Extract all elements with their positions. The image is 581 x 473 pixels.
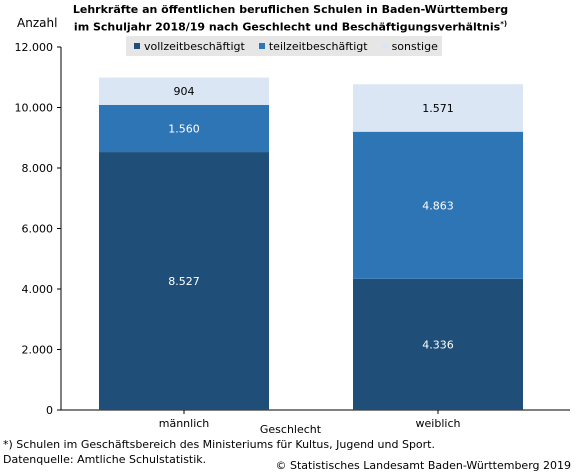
bar-segment	[99, 77, 269, 105]
y-tick-label: 12.000	[15, 41, 54, 54]
chart-title: Lehrkräfte an öffentlichen beruflichen S…	[0, 3, 581, 35]
bar-segment	[353, 131, 523, 279]
data-label: 1.571	[422, 102, 454, 115]
bar-segment	[99, 152, 269, 411]
title-line-2-text: im Schuljahr 2018/19 nach Geschlecht und…	[73, 20, 501, 34]
title-line-2: im Schuljahr 2018/19 nach Geschlecht und…	[0, 17, 581, 35]
copyright: © Statistisches Landesamt Baden-Württemb…	[275, 459, 571, 472]
x-tick-label: weiblich	[416, 417, 461, 430]
bar-segment	[353, 84, 523, 132]
y-tick-label: 4.000	[22, 283, 54, 296]
y-axis-unit: Anzahl	[17, 16, 58, 30]
bar-segment	[99, 104, 269, 153]
y-tick-label: 10.000	[15, 102, 54, 115]
legend: vollzeitbeschäftigt teilzeitbeschäftigt so…	[126, 36, 442, 56]
legend-item: teilzeitbeschäftigt	[258, 39, 368, 53]
source-note: Datenquelle: Amtliche Schulstatistik.	[3, 453, 207, 466]
data-label: 4.336	[422, 338, 454, 351]
legend-swatch	[381, 43, 388, 49]
x-tick-label: männlich	[159, 417, 210, 430]
y-tick-label: 6.000	[22, 223, 54, 236]
data-label: 4.863	[422, 199, 454, 212]
title-footnote-mark: *)	[500, 20, 508, 28]
legend-swatch	[258, 43, 265, 49]
data-label: 1.560	[168, 122, 200, 135]
legend-label: sonstige	[391, 39, 438, 53]
x-axis-title: Geschlecht	[259, 423, 322, 436]
data-label: 8.527	[168, 275, 200, 288]
title-line-1: Lehrkräfte an öffentlichen beruflichen S…	[72, 3, 509, 16]
y-tick-label: 0	[46, 404, 53, 417]
legend-label: teilzeitbeschäftigt	[268, 39, 368, 53]
y-tick-label: 2.000	[22, 344, 54, 357]
legend-label: vollzeitbeschäftigt	[144, 39, 245, 53]
legend-swatch	[134, 43, 140, 49]
data-label: 904	[174, 85, 195, 98]
y-tick-label: 8.000	[22, 162, 54, 175]
legend-item: vollzeitbeschäftigt	[134, 40, 245, 53]
legend-item: sonstige	[381, 39, 438, 53]
footnote: *) Schulen im Geschäftsbereich des Minis…	[3, 438, 435, 451]
bar-segment	[353, 278, 523, 410]
